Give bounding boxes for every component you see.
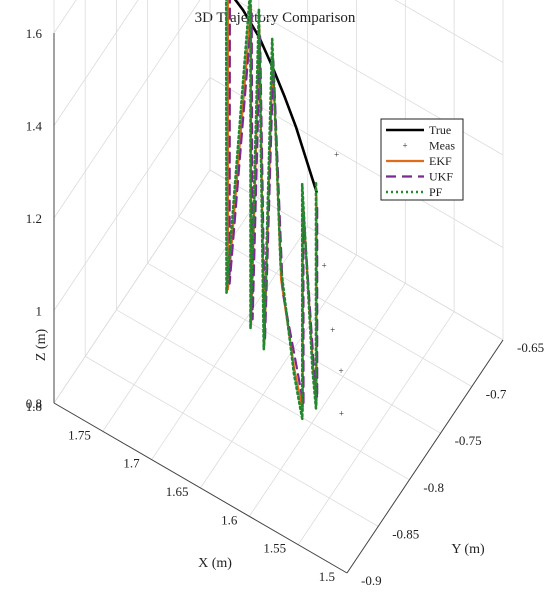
x-tick-label: 1.7 <box>123 456 140 471</box>
legend-item-ekf: EKF <box>386 154 452 168</box>
series-true-line <box>233 0 318 194</box>
floor-grid-line <box>102 198 260 432</box>
legend-label: PF <box>429 185 443 199</box>
legend-label: UKF <box>429 170 453 184</box>
legend-swatch: + <box>402 141 407 151</box>
x-tick-label: 1.5 <box>319 569 335 584</box>
legend-label: True <box>429 123 451 137</box>
legend-item-true: True <box>386 123 451 137</box>
series-pf-line <box>224 0 318 421</box>
x-tick-label: 1.75 <box>68 427 91 442</box>
legend-label: Meas <box>429 139 455 153</box>
y-tick-label: -0.9 <box>361 573 382 588</box>
floor-grid-line <box>178 216 473 387</box>
z-tick-label: 1.6 <box>26 26 43 41</box>
y-tick-label: -0.65 <box>517 340 544 355</box>
wall-grid-line <box>53 0 139 126</box>
series-layer: ++++++++ <box>224 0 344 421</box>
floor-grid-line <box>297 311 455 545</box>
x-axis-line <box>53 402 348 574</box>
x-tick-label: 1.8 <box>26 399 42 414</box>
wall-grid-line <box>53 0 77 34</box>
wall-grid-line <box>394 0 504 63</box>
x-tick-label: 1.65 <box>166 484 189 499</box>
wall-grid-line <box>53 169 211 404</box>
z-tick-label: 1.4 <box>26 119 43 134</box>
series-meas-marker: + <box>338 366 343 376</box>
z-tick-label: 1 <box>36 304 43 319</box>
wall-grid-line <box>53 77 211 311</box>
floor-grid-line <box>249 283 406 517</box>
z-tick-label: 0.8 <box>26 396 42 411</box>
tick-labels: 1.5 1.55 1.6 1.65 1.7 1.75 1.8 -0.9 -0.85 -0.8 -0.… <box>26 26 544 588</box>
y-axis-line <box>346 339 504 574</box>
floor-grid-line <box>116 309 410 481</box>
y-tick-label: -0.7 <box>486 387 507 402</box>
x-tick-label: 1.6 <box>221 512 238 527</box>
x-axis-label: X (m) <box>198 556 232 571</box>
series-meas-marker: + <box>322 261 327 271</box>
legend-box <box>380 118 464 201</box>
floor-grid-line <box>200 254 357 489</box>
z-axis-label: Z (m) <box>34 329 49 362</box>
y-tick-label: -0.85 <box>392 526 419 541</box>
legend-item-ukf: UKF <box>386 170 453 184</box>
y-axis-label: Y (m) <box>451 542 485 557</box>
series-meas-marker: + <box>330 325 335 335</box>
y-tick-label: -0.8 <box>423 480 444 495</box>
wall-grid-line <box>53 0 201 219</box>
legend-label: EKF <box>429 154 452 168</box>
floor-grid-line <box>84 356 379 527</box>
legend-item-pf: PF <box>386 185 443 199</box>
series-meas-marker: + <box>339 409 344 419</box>
chart-title: 3D Trajectory Comparison <box>195 10 356 26</box>
x-tick-label: 1.55 <box>263 541 286 556</box>
series-meas-marker: + <box>334 150 339 160</box>
y-tick-label: -0.75 <box>455 433 482 448</box>
z-tick-label: 1.2 <box>26 211 42 226</box>
wall-grid-line <box>209 169 504 341</box>
legend-item-meas: + Meas <box>402 139 455 153</box>
